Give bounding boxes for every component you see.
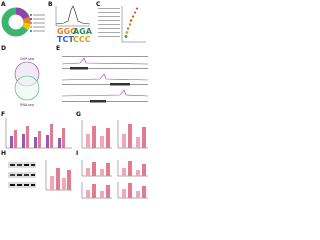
panel-label: I [76, 150, 78, 157]
panel-label: C [96, 1, 101, 8]
panel-label: A [1, 1, 6, 8]
panel-label: F [1, 111, 5, 118]
bar-panel [5, 118, 72, 149]
panel-label: H [1, 150, 6, 157]
bar-panel [81, 160, 148, 199]
panel-label: B [48, 1, 53, 8]
motif: TCT [57, 35, 74, 44]
figure: A B C D E F G H I GGG AGA TCT CCC [1, 1, 149, 199]
panel-label: G [76, 111, 81, 118]
western-blot [8, 160, 72, 191]
bar-panel [81, 120, 148, 149]
motif: GGG [57, 27, 77, 36]
venn: ChIP-seq RNA-seq [14, 57, 40, 107]
dot-plot [98, 6, 146, 43]
panel-label: E [56, 45, 60, 52]
venn-label: ChIP-seq [20, 57, 34, 61]
donut [1, 7, 45, 37]
motif: CCC [73, 35, 91, 44]
panel-label: D [1, 45, 6, 52]
genome-tracks [61, 56, 149, 103]
peak-profile: GGG AGA TCT CCC [55, 5, 93, 44]
motif: AGA [73, 27, 93, 36]
venn-label: RNA-seq [20, 103, 34, 107]
